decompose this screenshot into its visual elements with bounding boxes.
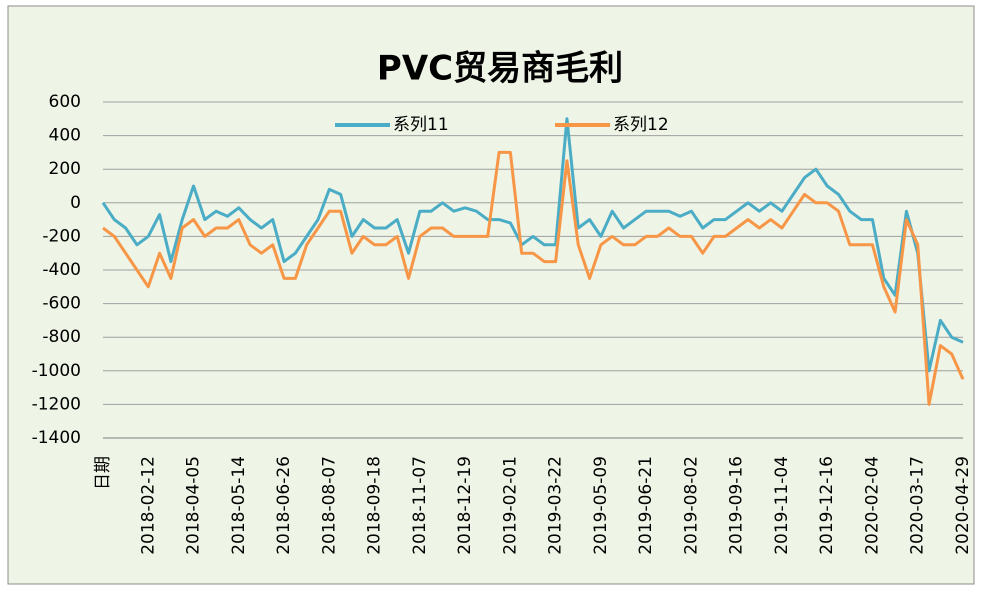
y-tick-label: -800 bbox=[42, 327, 81, 347]
x-tick-label: 2018-05-14 bbox=[229, 456, 249, 555]
series-line bbox=[102, 150, 965, 406]
x-tick-label: 2019-08-02 bbox=[681, 456, 701, 555]
chart-title: PVC贸易商毛利 bbox=[377, 49, 623, 89]
x-tick-label: 日期 bbox=[93, 456, 113, 490]
x-tick-label: 2018-12-19 bbox=[455, 456, 475, 555]
x-tick-label: 2020-03-17 bbox=[908, 456, 928, 555]
y-tick-label: -1200 bbox=[32, 394, 81, 414]
x-tick-label: 2020-02-04 bbox=[862, 456, 882, 555]
x-tick-label: 2018-04-05 bbox=[184, 456, 204, 555]
y-tick-label: 200 bbox=[49, 159, 81, 179]
x-tick-label: 2018-02-12 bbox=[138, 456, 158, 555]
x-tick-label: 2018-09-18 bbox=[365, 456, 385, 555]
y-tick-label: 600 bbox=[49, 92, 81, 112]
x-tick-label: 2020-04-29 bbox=[953, 456, 973, 555]
x-tick-label: 2018-11-07 bbox=[410, 456, 430, 555]
y-tick-label: 0 bbox=[70, 193, 81, 213]
y-tick-label: 400 bbox=[49, 126, 81, 146]
x-tick-label: 2019-05-09 bbox=[591, 456, 611, 555]
legend-label: 系列12 bbox=[613, 115, 669, 135]
y-tick-label: -200 bbox=[42, 226, 81, 246]
legend-label: 系列11 bbox=[393, 115, 449, 135]
x-tick-label: 2018-08-07 bbox=[319, 456, 339, 555]
x-tick-label: 2019-03-22 bbox=[546, 456, 566, 555]
x-tick-label: 2019-11-04 bbox=[772, 456, 792, 555]
y-tick-label: -600 bbox=[42, 294, 81, 314]
x-tick-label: 2019-12-16 bbox=[817, 456, 837, 555]
y-tick-label: -400 bbox=[42, 260, 81, 280]
x-tick-label: 2019-09-16 bbox=[727, 456, 747, 555]
y-tick-label: -1000 bbox=[32, 361, 81, 381]
x-tick-label: 2018-06-26 bbox=[274, 456, 294, 555]
x-tick-label: 2019-06-21 bbox=[636, 456, 656, 555]
series-line bbox=[101, 117, 964, 373]
x-tick-label: 2019-02-01 bbox=[500, 456, 520, 555]
y-tick-label: -1400 bbox=[32, 428, 81, 448]
